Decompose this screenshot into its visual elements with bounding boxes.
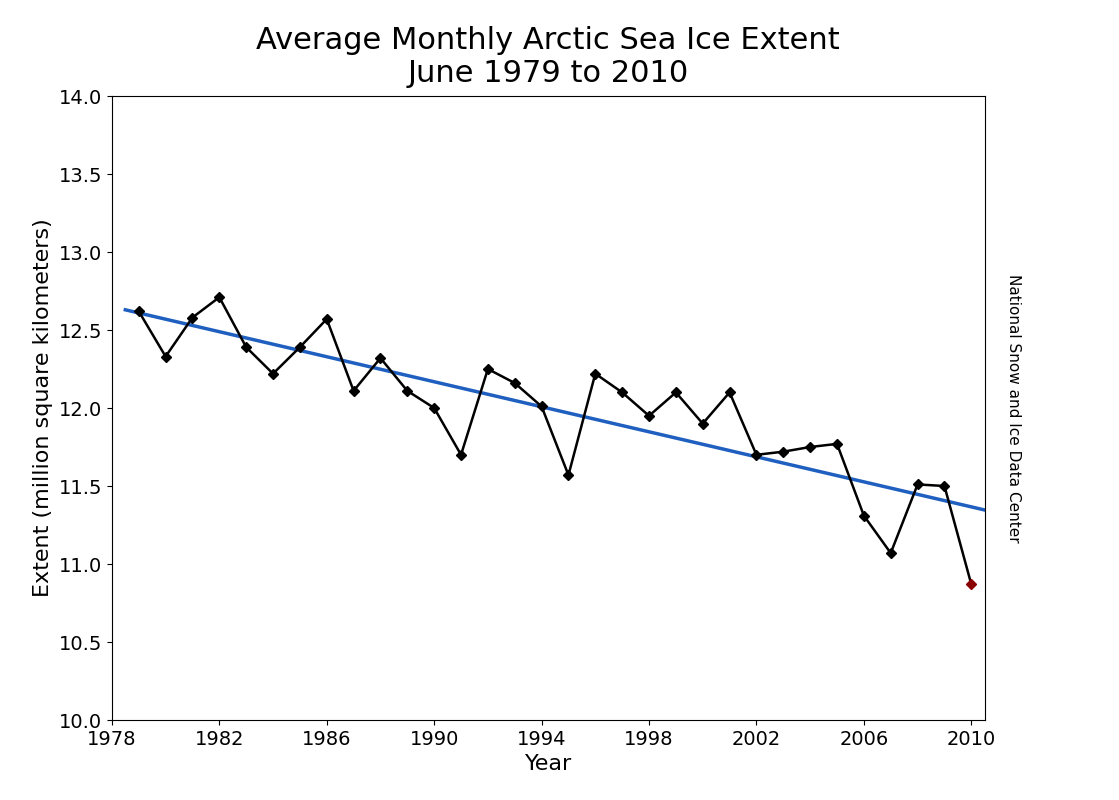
Y-axis label: Extent (million square kilometers): Extent (million square kilometers) xyxy=(34,218,53,598)
Title: Average Monthly Arctic Sea Ice Extent
June 1979 to 2010: Average Monthly Arctic Sea Ice Extent Ju… xyxy=(256,26,840,88)
X-axis label: Year: Year xyxy=(525,754,572,774)
Y-axis label: National Snow and Ice Data Center: National Snow and Ice Data Center xyxy=(1006,274,1021,542)
